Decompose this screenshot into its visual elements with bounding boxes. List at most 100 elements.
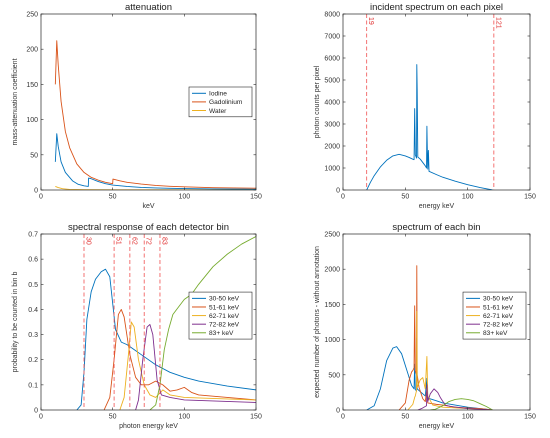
series-line-1 — [76, 268, 256, 410]
legend-entry-3: Water — [209, 108, 227, 115]
x-tick-label: 0 — [341, 194, 345, 201]
chart-1: 0 50 100 150 0 50 100 150 200 250 attenuation keV ma… — [12, 2, 262, 210]
y-tick-label: 0.4 — [28, 307, 38, 314]
y-tick-label: 0 — [34, 408, 38, 415]
series-line-4 — [135, 324, 256, 410]
y-tick-label: 8000 — [324, 12, 340, 19]
chart-3: 30 51 62 72 83 0 50 100 150 0 0.1 0.2 0.3 0.4 0.5 0.6 0.… — [12, 222, 262, 430]
y-tick-label: 250 — [26, 12, 38, 19]
y-tick-label: 4000 — [324, 100, 340, 107]
y-tick-label: 100 — [26, 117, 38, 124]
chart-title: spectrum of each bin — [392, 222, 480, 233]
x-axis-label: keV — [142, 203, 154, 210]
y-tick-label: 2000 — [324, 267, 340, 274]
legend-box — [188, 86, 253, 118]
y-axis-label: probability to be counted in bin b — [12, 271, 19, 372]
series-line-4 — [417, 384, 493, 410]
axes-box — [342, 233, 531, 411]
legend-entry-3: 62-71 keV — [209, 313, 240, 320]
y-tick-label: 200 — [26, 47, 38, 54]
y-axis-label: photon counts per pixel — [314, 65, 321, 138]
y-tick-label: 500 — [328, 372, 340, 379]
x-tick-label: 0 — [39, 194, 43, 201]
series-line-5 — [149, 236, 256, 410]
y-tick-label: 0.2 — [28, 357, 38, 364]
y-tick-label: 2000 — [324, 144, 340, 151]
y-tick-label: 0.6 — [28, 257, 38, 264]
legend-entry-1: Iodine — [209, 91, 227, 98]
y-tick-label: 0.7 — [28, 232, 38, 239]
x-tick-label: 50 — [109, 194, 117, 201]
x-tick-label: 100 — [462, 414, 474, 421]
annotation-label-1: 30 — [85, 237, 92, 245]
series-line-1 — [366, 64, 493, 190]
y-tick-label: 2500 — [324, 232, 340, 239]
y-tick-label: 50 — [30, 152, 38, 159]
y-tick-label: 0.3 — [28, 332, 38, 339]
x-tick-label: 150 — [524, 194, 536, 201]
x-tick-label: 0 — [341, 414, 345, 421]
x-axis-label: energy keV — [419, 423, 455, 430]
series-line-2 — [103, 308, 256, 410]
x-tick-label: 100 — [178, 194, 190, 201]
y-tick-label: 5000 — [324, 78, 340, 85]
legend-entry-4: 72-82 keV — [483, 321, 514, 328]
x-tick-label: 50 — [109, 414, 117, 421]
y-tick-label: 1000 — [324, 337, 340, 344]
axes-box — [40, 233, 257, 411]
x-axis-label: energy keV — [419, 203, 455, 210]
x-tick-label: 50 — [401, 194, 409, 201]
legend-entry-1: 30-50 keV — [209, 296, 240, 303]
x-axis-label: photon energy keV — [119, 423, 178, 430]
legend-entry-5: 83+ keV — [209, 330, 234, 337]
y-tick-label: 1000 — [324, 166, 340, 173]
series-group — [366, 64, 493, 190]
x-tick-label: 150 — [250, 414, 262, 421]
series-line-1 — [54, 133, 256, 190]
annotation-label-2: 51 — [115, 237, 122, 245]
legend-entry-2: Gadolinium — [209, 99, 243, 106]
y-axis-label: expected number of photons - without ann… — [314, 246, 321, 398]
y-tick-label: 150 — [26, 82, 38, 89]
series-line-2 — [54, 40, 256, 189]
legend-entry-3: 62-71 keV — [483, 313, 514, 320]
axes-box — [40, 13, 257, 191]
chart-2: 19 121 0 50 100 150 0 1000 2000 3000 4000 5000 6000 7… — [314, 2, 536, 210]
annotation-label-2: 121 — [494, 17, 501, 29]
y-tick-label: 1500 — [324, 302, 340, 309]
y-tick-label: 6000 — [324, 56, 340, 63]
annotation-label-3: 62 — [130, 237, 137, 245]
y-tick-label: 0.1 — [28, 382, 38, 389]
x-tick-label: 100 — [178, 414, 190, 421]
annotation-label-1: 19 — [367, 17, 374, 25]
annotation-label-4: 72 — [145, 237, 152, 245]
y-tick-label: 0 — [336, 188, 340, 195]
y-tick-label: 0.5 — [28, 282, 38, 289]
chart-title: attenuation — [125, 2, 172, 13]
y-tick-label: 7000 — [324, 34, 340, 41]
series-group — [76, 236, 256, 410]
series-line-3 — [407, 310, 493, 410]
legend-entry-2: 51-61 keV — [483, 304, 514, 311]
y-tick-label: 0 — [34, 188, 38, 195]
y-axis-label: mass-attenuation coefficient — [12, 58, 19, 145]
x-tick-label: 150 — [250, 194, 262, 201]
x-tick-label: 100 — [462, 194, 474, 201]
x-tick-label: 0 — [39, 414, 43, 421]
series-group — [366, 265, 493, 410]
legend-entry-1: 30-50 keV — [483, 296, 514, 303]
annotation-label-5: 83 — [160, 237, 167, 245]
x-tick-label: 50 — [401, 414, 409, 421]
plot-area — [343, 14, 530, 190]
x-tick-label: 150 — [524, 414, 536, 421]
legend-entry-2: 51-61 keV — [209, 304, 240, 311]
chart-title: incident spectrum on each pixel — [370, 2, 503, 13]
chart-title: spectral response of each detector bin — [68, 222, 229, 233]
y-tick-label: 0 — [336, 408, 340, 415]
legend-entry-5: 83+ keV — [483, 330, 508, 337]
